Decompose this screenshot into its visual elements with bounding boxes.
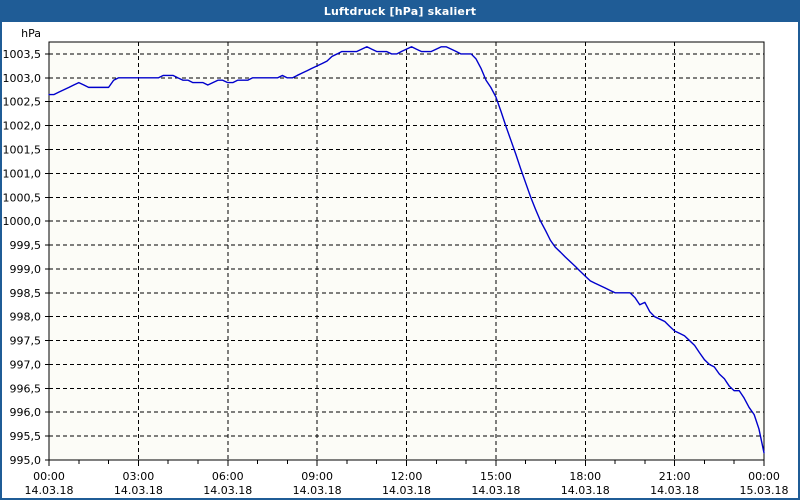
x-tick-date-label: 14.03.18 bbox=[471, 484, 520, 497]
x-tick-time-label: 09:00 bbox=[301, 470, 333, 483]
x-tick-date-label: 14.03.18 bbox=[650, 484, 699, 497]
y-tick-label: 1000,5 bbox=[3, 191, 42, 204]
y-tick-label: 1003,5 bbox=[3, 48, 42, 61]
y-tick-label: 995,0 bbox=[10, 454, 42, 467]
x-tick-date-label: 15.03.18 bbox=[740, 484, 789, 497]
y-tick-label: 997,5 bbox=[10, 335, 42, 348]
x-tick-time-label: 00:00 bbox=[748, 470, 780, 483]
y-tick-label: 1000,0 bbox=[3, 215, 42, 228]
y-tick-label: 997,0 bbox=[10, 358, 42, 371]
x-tick-date-label: 14.03.18 bbox=[382, 484, 431, 497]
x-tick-date-label: 14.03.18 bbox=[293, 484, 342, 497]
y-tick-label: 996,5 bbox=[10, 382, 42, 395]
x-tick-time-label: 00:00 bbox=[33, 470, 65, 483]
pressure-line-chart: 1003,5 1003,0 1002,5 1002,0 1001,5 1001,0 1000… bbox=[3, 27, 789, 497]
y-tick-label: 1003,0 bbox=[3, 72, 42, 85]
y-tick-label: 998,0 bbox=[10, 311, 42, 324]
axis-ticks bbox=[45, 53, 765, 466]
y-tick-label: 996,0 bbox=[10, 406, 42, 419]
window-title-bar: Luftdruck [hPa] skaliert bbox=[2, 2, 798, 22]
y-tick-label: 999,5 bbox=[10, 239, 42, 252]
x-tick-time-label: 12:00 bbox=[391, 470, 423, 483]
chart-plot-container: 1003,5 1003,0 1002,5 1002,0 1001,5 1001,0 1000… bbox=[2, 22, 798, 498]
y-tick-label: 1002,0 bbox=[3, 120, 42, 133]
y-axis-tick-labels: 1003,5 1003,0 1002,5 1002,0 1001,5 1001,0 1000… bbox=[3, 48, 42, 467]
x-tick-date-label: 14.03.18 bbox=[25, 484, 74, 497]
y-axis-unit-label: hPa bbox=[21, 27, 41, 40]
y-tick-label: 995,5 bbox=[10, 430, 42, 443]
y-tick-label: 998,5 bbox=[10, 287, 42, 300]
x-tick-time-label: 18:00 bbox=[569, 470, 601, 483]
x-tick-time-label: 06:00 bbox=[212, 470, 244, 483]
y-tick-label: 1002,5 bbox=[3, 96, 42, 109]
y-tick-label: 1001,0 bbox=[3, 167, 42, 180]
x-tick-time-label: 21:00 bbox=[659, 470, 691, 483]
y-tick-label: 999,0 bbox=[10, 263, 42, 276]
pressure-series-line bbox=[48, 46, 765, 454]
x-tick-time-label: 03:00 bbox=[123, 470, 155, 483]
x-tick-time-label: 15:00 bbox=[480, 470, 512, 483]
x-axis-tick-labels: 00:0014.03.1803:0014.03.1806:0014.03.180… bbox=[25, 470, 789, 497]
x-tick-date-label: 14.03.18 bbox=[114, 484, 163, 497]
y-axis-unit: hPa bbox=[21, 27, 41, 40]
x-tick-date-label: 14.03.18 bbox=[561, 484, 610, 497]
x-tick-date-label: 14.03.18 bbox=[203, 484, 252, 497]
y-tick-label: 1001,5 bbox=[3, 143, 42, 156]
plot-background bbox=[49, 42, 764, 460]
page-title: Luftdruck [hPa] skaliert bbox=[323, 5, 477, 18]
